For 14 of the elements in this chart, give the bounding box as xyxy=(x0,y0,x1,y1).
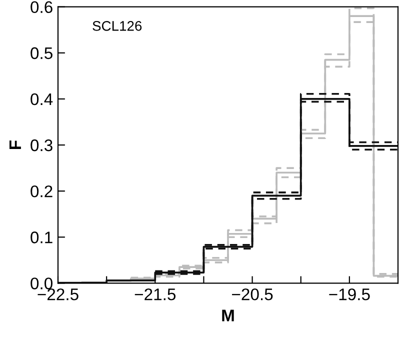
y-tick-label: 0.2 xyxy=(30,185,52,198)
y-tick-label: 0.4 xyxy=(30,93,53,106)
y-tick-label: 0.0 xyxy=(30,278,52,290)
annotation: SCL126 xyxy=(92,21,142,31)
y-tick-label: 0.3 xyxy=(30,139,52,152)
x-tick-label: −20.5 xyxy=(232,288,273,300)
x-tick-label: −21.5 xyxy=(134,288,176,300)
x-tick-label: −19.5 xyxy=(329,288,370,300)
x-tick-label: −22.5 xyxy=(38,288,78,300)
x-axis-title: M xyxy=(222,310,234,322)
y-tick-label: 0.5 xyxy=(30,47,52,60)
y-tick-label: 0.6 xyxy=(30,1,52,14)
y-axis-title: F xyxy=(9,140,21,149)
y-tick-label: 0.1 xyxy=(30,232,52,244)
